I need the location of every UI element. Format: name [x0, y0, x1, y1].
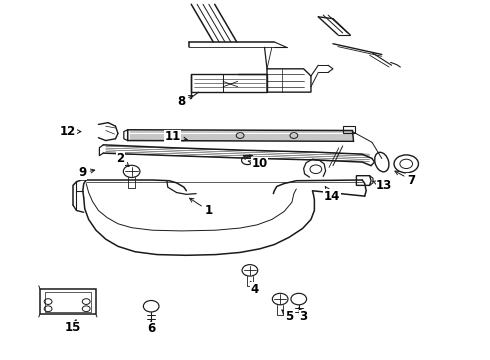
Text: 5: 5	[282, 310, 293, 324]
Text: 4: 4	[250, 282, 259, 296]
Text: 3: 3	[299, 307, 308, 324]
Text: 10: 10	[248, 157, 268, 170]
Text: 1: 1	[190, 198, 213, 217]
Text: 9: 9	[79, 166, 95, 179]
Text: 13: 13	[373, 179, 392, 192]
Text: 12: 12	[60, 125, 81, 138]
Text: 14: 14	[324, 186, 340, 203]
Text: 6: 6	[147, 321, 155, 335]
Text: 7: 7	[395, 171, 415, 186]
Text: 2: 2	[116, 152, 129, 167]
Text: 15: 15	[65, 320, 81, 334]
Text: 11: 11	[165, 130, 188, 144]
Text: 8: 8	[177, 95, 193, 108]
